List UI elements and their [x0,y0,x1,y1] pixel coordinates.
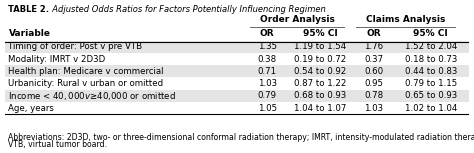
Text: 0.87 to 1.22: 0.87 to 1.22 [294,79,347,88]
Text: Order Analysis: Order Analysis [260,15,335,24]
Text: 1.76: 1.76 [365,42,383,51]
Text: Claims Analysis: Claims Analysis [366,15,446,24]
Text: 1.19 to 1.54: 1.19 to 1.54 [294,42,347,51]
Text: 0.60: 0.60 [365,67,383,76]
Text: 95% CI: 95% CI [303,28,338,37]
Text: 0.79 to 1.15: 0.79 to 1.15 [405,79,457,88]
Text: Age, years: Age, years [9,104,55,113]
Text: 0.95: 0.95 [365,79,383,88]
Text: 1.03: 1.03 [365,104,383,113]
Text: 0.38: 0.38 [258,55,277,64]
Text: OR: OR [367,28,382,37]
Text: Modality: IMRT v 2D3D: Modality: IMRT v 2D3D [9,55,106,64]
Text: 0.44 to 0.83: 0.44 to 0.83 [404,67,457,76]
Text: 1.03: 1.03 [258,79,277,88]
FancyBboxPatch shape [5,65,469,77]
Text: 1.02 to 1.04: 1.02 to 1.04 [404,104,457,113]
Text: 0.19 to 0.72: 0.19 to 0.72 [294,55,347,64]
Text: OR: OR [260,28,274,37]
Text: Abbreviations: 2D3D, two- or three-dimensional conformal radiation therapy; IMRT: Abbreviations: 2D3D, two- or three-dimen… [9,133,474,142]
Text: 0.71: 0.71 [258,67,277,76]
Text: 0.18 to 0.73: 0.18 to 0.73 [404,55,457,64]
Text: Income < $40,000 v ≥ $40,000 or omitted: Income < $40,000 v ≥ $40,000 or omitted [9,90,176,102]
Text: 1.05: 1.05 [258,104,277,113]
Text: Timing of order: Post v pre VTB: Timing of order: Post v pre VTB [9,42,143,51]
Text: 0.65 to 0.93: 0.65 to 0.93 [405,91,457,101]
Text: Urbanicity: Rural v urban or omitted: Urbanicity: Rural v urban or omitted [9,79,164,88]
FancyBboxPatch shape [5,90,469,102]
Text: Health plan: Medicare v commercial: Health plan: Medicare v commercial [9,67,164,76]
Text: 0.78: 0.78 [365,91,383,101]
Text: 0.79: 0.79 [258,91,277,101]
Text: Adjusted Odds Ratios for Factors Potentially Influencing Regimen: Adjusted Odds Ratios for Factors Potenti… [46,5,325,14]
Text: 95% CI: 95% CI [413,28,448,37]
Text: TABLE 2.: TABLE 2. [9,5,49,14]
Text: 1.35: 1.35 [258,42,277,51]
Text: VTB, virtual tumor board.: VTB, virtual tumor board. [9,140,108,149]
Text: 1.52 to 2.04: 1.52 to 2.04 [404,42,457,51]
Text: 0.37: 0.37 [365,55,383,64]
Text: 0.68 to 0.93: 0.68 to 0.93 [294,91,347,101]
Text: 0.54 to 0.92: 0.54 to 0.92 [294,67,347,76]
Text: Variable: Variable [9,28,50,37]
Text: 1.04 to 1.07: 1.04 to 1.07 [294,104,347,113]
FancyBboxPatch shape [5,41,469,53]
